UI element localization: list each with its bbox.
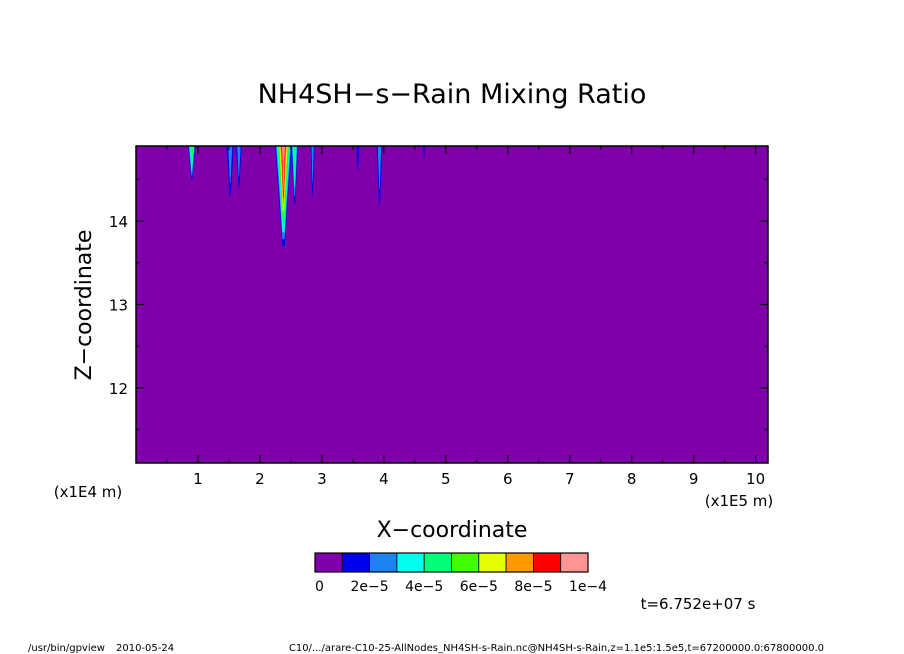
- colorbar-tick-label: 6e−5: [460, 579, 498, 595]
- y-tick-label: 13: [109, 297, 128, 315]
- contour-level-4: [293, 146, 296, 179]
- contour-feature: [226, 146, 234, 197]
- contour-level-2: [311, 146, 314, 184]
- chart-title: NH4SH−s−Rain Mixing Ratio: [258, 79, 647, 110]
- contour-feature: [423, 146, 425, 159]
- y-axis-label: Z−coordinate: [72, 230, 97, 381]
- colorbar: 0 2e−5 4e−5 6e−5 8e−5 1e−4: [314, 552, 607, 595]
- colorbar-swatch: [341, 552, 370, 573]
- colorbar-tick-label: 1e−4: [569, 579, 607, 595]
- contour-feature: [187, 146, 196, 180]
- x-tick-label: 6: [503, 470, 513, 488]
- mixing-ratio-field: [136, 146, 768, 463]
- x-tick-label: 2: [255, 470, 265, 488]
- contour-feature: [310, 146, 315, 197]
- x-unit-left: (x1E4 m): [54, 483, 123, 501]
- x-tick-label: 8: [627, 470, 637, 488]
- footer-date: 2010-05-24: [116, 643, 174, 654]
- contour-feature: [291, 146, 299, 205]
- time-label: t=6.752e+07 s: [641, 595, 756, 613]
- colorbar-swatch: [533, 552, 562, 573]
- contour-level-9: [282, 146, 285, 191]
- contour-level-1: [423, 146, 425, 159]
- y-tick-label: 12: [109, 380, 128, 398]
- colorbar-swatch: [451, 552, 480, 573]
- contour-level-2: [237, 146, 241, 177]
- contour-level-5: [190, 146, 193, 163]
- x-tick-label: 3: [317, 470, 327, 488]
- y-tick-label: 14: [109, 213, 128, 231]
- x-tick-label: 10: [746, 470, 765, 488]
- contour-feature: [274, 146, 292, 247]
- colorbar-frame: [314, 552, 589, 573]
- x-unit-right: (x1E5 m): [705, 492, 774, 510]
- footer-source: C10/.../arare-C10-25-AllNodes_NH4SH-s-Ra…: [289, 643, 824, 654]
- contour-feature: [356, 146, 360, 172]
- contour-level-2: [377, 146, 382, 190]
- contour-feature: [235, 146, 242, 188]
- colorbar-tick-label: 4e−5: [405, 579, 443, 595]
- contour-level-2: [227, 146, 233, 184]
- colorbar-swatch: [560, 552, 589, 573]
- colorbar-tick-label: 2e−5: [351, 579, 389, 595]
- colorbar-tick-label: 8e−5: [514, 579, 552, 595]
- colorbar-swatch: [314, 552, 343, 573]
- x-tick-label: 1: [193, 470, 203, 488]
- footer-program: /usr/bin/gpview: [28, 643, 105, 654]
- x-tick-label: 5: [441, 470, 451, 488]
- x-tick-label: 9: [689, 470, 699, 488]
- colorbar-swatch: [505, 552, 534, 573]
- contour-feature: [376, 146, 383, 205]
- colorbar-tick-label: 0: [315, 579, 324, 595]
- colorbar-swatch: [478, 552, 507, 573]
- contour-level-1: [356, 146, 360, 172]
- colorbar-swatch: [369, 552, 398, 573]
- x-tick-label: 7: [565, 470, 575, 488]
- x-tick-label: 4: [379, 470, 389, 488]
- colorbar-swatch: [423, 552, 452, 573]
- x-axis-label: X−coordinate: [377, 518, 528, 543]
- colorbar-swatch: [396, 552, 425, 573]
